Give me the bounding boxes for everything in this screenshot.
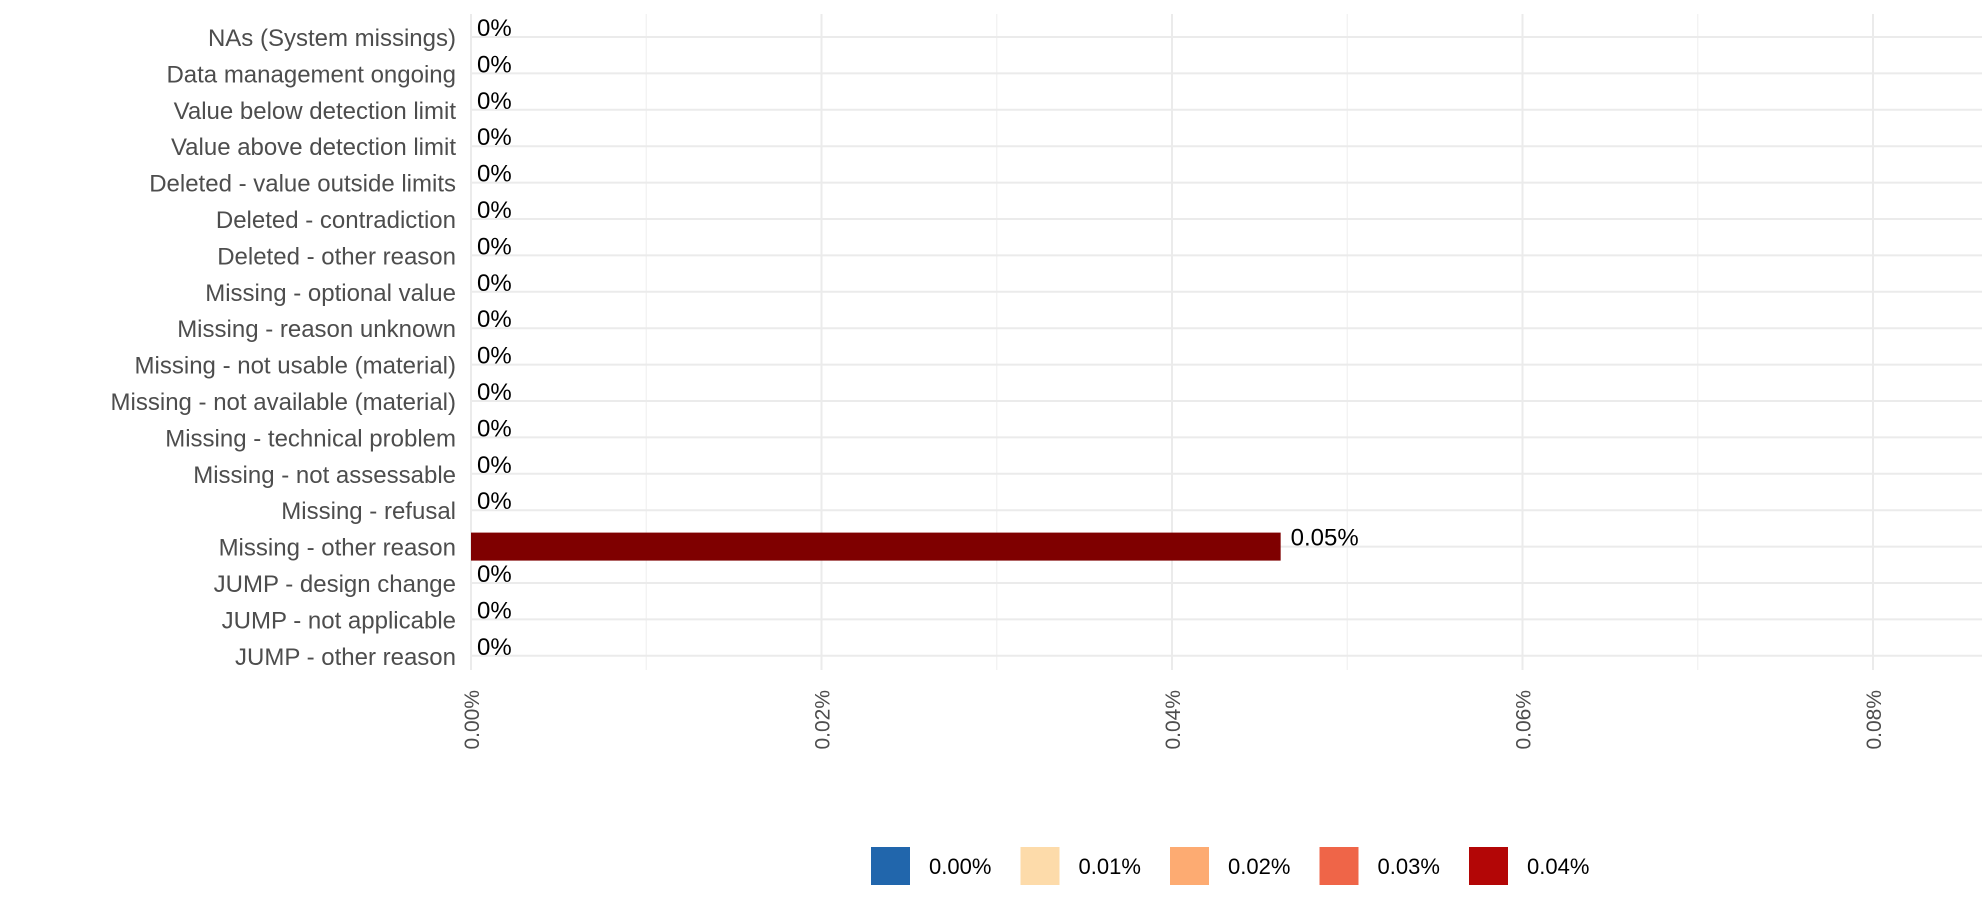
value-label: 0% <box>477 88 512 115</box>
category-label: Deleted - value outside limits <box>149 171 456 198</box>
category-label: JUMP - other reason <box>235 644 456 671</box>
value-labels: 0% 0% 0% 0% 0% 0% 0% 0% 0% 0% 0% 0% 0% 0% 0.05% 0% 0% 0% <box>477 15 1359 661</box>
category-label: Deleted - contradiction <box>216 207 456 234</box>
category-label: NAs (System missings) <box>208 25 456 52</box>
value-label: 0.05% <box>1291 525 1359 552</box>
category-label: Data management ongoing <box>166 61 456 88</box>
legend-label: 0.03% <box>1378 854 1440 879</box>
category-label: Missing - other reason <box>219 535 456 562</box>
x-tick-label: 0.06% <box>1513 690 1536 750</box>
category-label: Missing - reason unknown <box>177 316 456 343</box>
value-label: 0% <box>477 597 512 624</box>
y-axis-labels: NAs (System missings) Data management ong… <box>111 25 457 671</box>
bar <box>471 532 1281 561</box>
category-label: Missing - not assessable <box>193 462 456 489</box>
x-tick-label: 0.08% <box>1863 690 1886 750</box>
category-label: Missing - not usable (material) <box>135 353 456 380</box>
value-label: 0% <box>477 233 512 260</box>
value-label: 0% <box>477 415 512 442</box>
category-label: JUMP - not applicable <box>222 607 456 634</box>
legend-label: 0.00% <box>929 854 991 879</box>
value-label: 0% <box>477 634 512 661</box>
category-label: Missing - refusal <box>281 498 456 525</box>
x-tick-label: 0.04% <box>1162 690 1185 750</box>
category-label: Missing - optional value <box>205 280 456 307</box>
value-label: 0% <box>477 15 512 42</box>
legend-swatch <box>871 847 910 885</box>
x-axis-labels: 0.00% 0.02% 0.04% 0.06% 0.08% <box>461 690 1886 750</box>
category-label: Missing - not available (material) <box>111 389 456 416</box>
value-label: 0% <box>477 124 512 151</box>
legend-swatch <box>1469 847 1508 885</box>
value-label: 0% <box>477 561 512 588</box>
legend-swatch <box>1319 847 1359 885</box>
bars <box>471 532 1281 561</box>
x-tick-label: 0.00% <box>461 690 484 750</box>
value-label: 0% <box>477 452 512 479</box>
value-label: 0% <box>477 197 512 224</box>
legend: 0.00% 0.01% 0.02% 0.03% 0.04% <box>871 847 1589 885</box>
x-tick-label: 0.02% <box>812 690 835 750</box>
category-label: Value below detection limit <box>174 98 457 125</box>
category-label: Deleted - other reason <box>217 243 456 270</box>
category-label: Value above detection limit <box>171 134 456 161</box>
value-label: 0% <box>477 306 512 333</box>
value-label: 0% <box>477 379 512 406</box>
category-label: Missing - technical problem <box>165 425 456 452</box>
legend-label: 0.04% <box>1527 854 1589 879</box>
value-label: 0% <box>477 51 512 78</box>
value-label: 0% <box>477 343 512 370</box>
legend-swatch <box>1170 847 1209 885</box>
grid-lines <box>470 14 1982 670</box>
legend-label: 0.01% <box>1079 854 1141 879</box>
value-label: 0% <box>477 161 512 188</box>
legend-label: 0.02% <box>1228 854 1290 879</box>
legend-swatch <box>1020 847 1060 885</box>
value-label: 0% <box>477 270 512 297</box>
category-label: JUMP - design change <box>214 571 456 598</box>
value-label: 0% <box>477 488 512 515</box>
